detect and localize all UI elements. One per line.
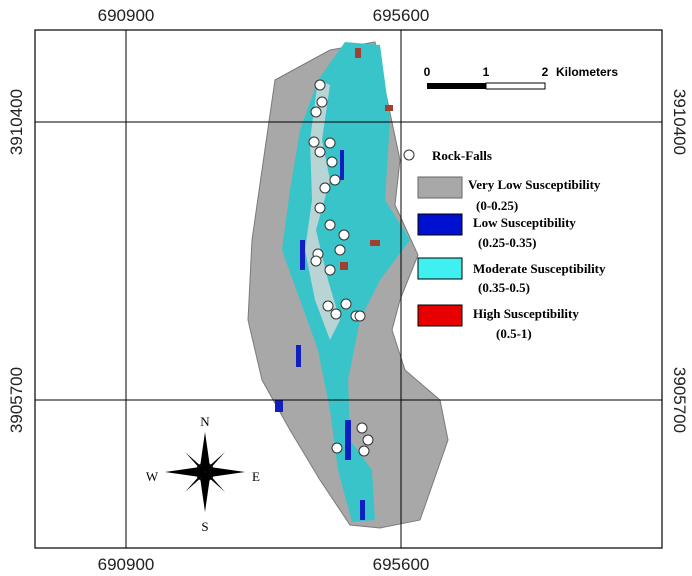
compass-n: N	[200, 414, 210, 429]
compass-s: S	[201, 519, 208, 534]
scale-tick: 0	[424, 65, 431, 79]
legend-range: (0.35-0.5)	[478, 280, 530, 295]
scale-segment	[427, 83, 486, 89]
legend-label: Rock-Falls	[432, 148, 492, 163]
compass-e: E	[252, 469, 260, 484]
legend-label: Very Low Susceptibility	[468, 177, 601, 192]
x-label: 695600	[373, 555, 430, 574]
map: 690900 695600 690900 695600 3910400 3905…	[0, 0, 692, 576]
legend-label: Low Susceptibility	[473, 215, 576, 230]
scale-tick: 1	[483, 65, 490, 79]
legend-label: Moderate Susceptibility	[473, 261, 606, 276]
y-label: 3910400	[7, 89, 26, 155]
legend-range: (0.25-0.35)	[478, 235, 537, 250]
scale-tick: 2	[542, 65, 549, 79]
legend-swatch	[418, 258, 462, 279]
legend-swatch	[418, 214, 462, 235]
y-label: 3905700	[7, 367, 26, 433]
y-label: 3910400	[670, 89, 689, 155]
legend-swatch	[418, 177, 462, 198]
scale-unit: Kilometers	[556, 65, 618, 79]
y-label: 3905700	[670, 367, 689, 433]
x-label: 690900	[98, 6, 155, 25]
compass-w: W	[146, 469, 159, 484]
legend-swatch	[418, 305, 462, 326]
scale-segment	[486, 83, 545, 89]
legend-range: (0.5-1)	[496, 326, 532, 341]
legend-range: (0-0.25)	[476, 198, 518, 213]
x-label: 695600	[373, 6, 430, 25]
legend-label: High Susceptibility	[473, 306, 579, 321]
legend-point	[404, 150, 414, 160]
x-label: 690900	[98, 555, 155, 574]
